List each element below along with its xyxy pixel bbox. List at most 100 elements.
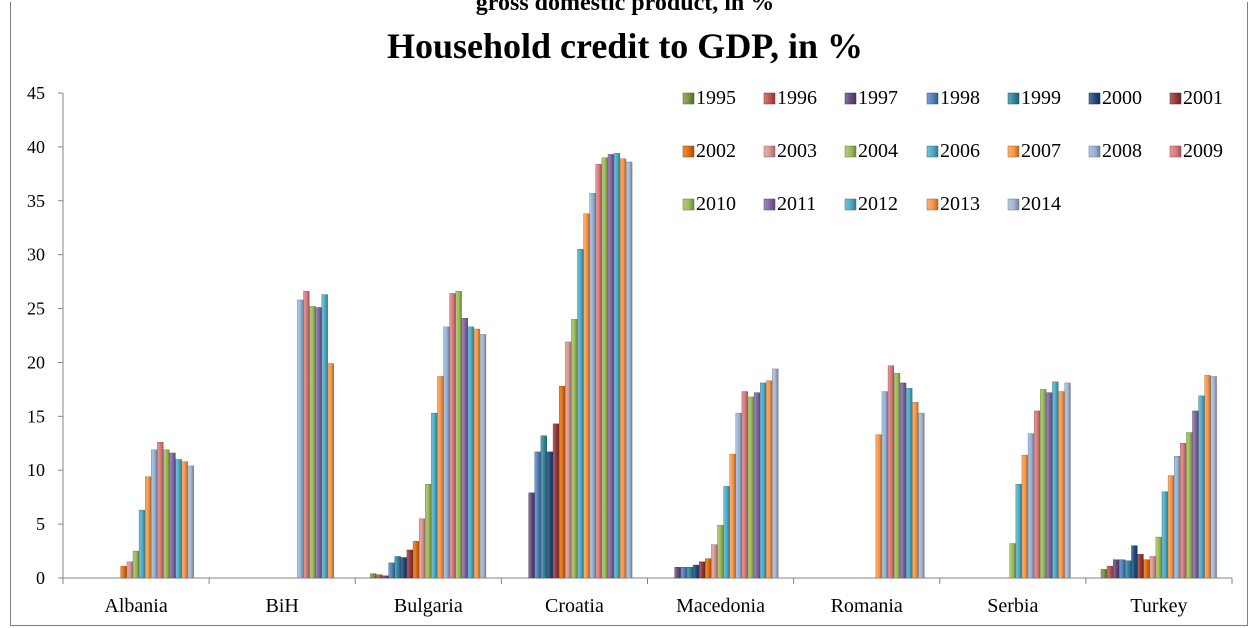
legend-item-2014: 2014 <box>1007 193 1061 215</box>
bar-2002-macedonia <box>705 558 712 579</box>
legend-label: 1995 <box>696 87 736 109</box>
legend-item-2009: 2009 <box>1169 140 1223 162</box>
legend-swatch <box>926 145 939 158</box>
legend-label: 2002 <box>696 140 736 162</box>
bar-2012-bulgaria <box>467 326 474 579</box>
bar-2008-turkey <box>1173 456 1181 579</box>
legend-swatch <box>844 198 857 211</box>
bar-2008-croatia <box>589 193 596 579</box>
legend-label: 2000 <box>1102 87 1142 109</box>
bar-2014-macedonia <box>772 368 779 579</box>
legend-item-2003: 2003 <box>763 140 817 162</box>
bar-2012-albania <box>175 459 182 579</box>
legend-label: 2011 <box>777 193 816 215</box>
chart-title: Household credit to GDP, in % <box>387 26 863 66</box>
bar-group-croatia <box>528 153 633 579</box>
bar-2014-serbia <box>1064 382 1071 579</box>
legend-label: 1996 <box>777 87 817 109</box>
legend-item-1998: 1998 <box>926 87 980 109</box>
legend-swatch <box>926 92 939 105</box>
bar-2013-turkey <box>1204 375 1211 579</box>
bar-2004-serbia <box>1009 543 1016 579</box>
x-category-label: BiH <box>266 595 299 617</box>
bar-1999-croatia <box>540 435 547 579</box>
bar-2011-croatia <box>607 154 614 579</box>
bar-group-bih <box>297 291 334 579</box>
legend-item-2004: 2004 <box>844 140 898 162</box>
bar-2013-romania <box>912 402 919 579</box>
bar-2002-turkey <box>1143 559 1150 579</box>
x-category-label: Turkey <box>1130 595 1187 617</box>
bar-2014-albania <box>187 465 194 579</box>
bar-1998-macedonia <box>680 567 687 579</box>
bar-2010-bih <box>309 306 316 579</box>
bar-1999-bulgaria <box>394 556 401 579</box>
bar-2011-serbia <box>1046 392 1053 579</box>
bar-1997-macedonia <box>674 567 681 579</box>
bar-2006-macedonia <box>723 486 730 579</box>
legend-swatch <box>682 198 695 211</box>
legend-item-2013: 2013 <box>926 193 980 215</box>
bar-2010-macedonia <box>747 396 755 579</box>
bar-group-albania <box>120 442 194 579</box>
bar-1997-croatia <box>528 492 535 579</box>
bar-2003-albania <box>126 561 133 579</box>
bar-2007-serbia <box>1021 454 1028 579</box>
bar-2009-serbia <box>1033 410 1041 579</box>
bar-2014-bulgaria <box>479 334 487 579</box>
legend-item-2006: 2006 <box>926 140 980 162</box>
bar-group-serbia <box>1009 381 1071 579</box>
bar-2004-macedonia <box>717 524 724 579</box>
partial-header-text: gross domestic product, in % <box>475 0 775 16</box>
bar-1997-turkey <box>1112 559 1120 579</box>
bar-1997-bulgaria <box>382 575 389 579</box>
legend-swatch <box>1088 92 1101 105</box>
bar-2011-turkey <box>1192 410 1199 579</box>
bar-1999-macedonia <box>686 567 694 579</box>
bar-2009-macedonia <box>741 391 748 579</box>
legend-label: 2001 <box>1183 87 1223 109</box>
bar-2008-bih <box>297 299 304 579</box>
legend-swatch <box>1007 92 1020 105</box>
bar-2009-turkey <box>1180 443 1187 579</box>
legend-item-2007: 2007 <box>1007 140 1061 162</box>
bar-2010-croatia <box>601 157 608 579</box>
legend-swatch <box>1007 145 1020 158</box>
bar-2009-bulgaria <box>449 293 456 579</box>
chart-frame <box>10 2 1248 626</box>
legend-item-2000: 2000 <box>1088 87 1142 109</box>
bar-2002-bulgaria <box>412 541 420 579</box>
y-tick-label: 15 <box>27 406 45 426</box>
bar-1996-turkey <box>1106 565 1114 579</box>
bar-1998-bulgaria <box>388 562 395 579</box>
x-category-label: Albania <box>104 595 167 617</box>
bar-2011-bulgaria <box>461 318 468 579</box>
bar-2000-bulgaria <box>400 557 407 579</box>
bar-2006-albania <box>138 509 146 579</box>
legend-swatch <box>682 145 695 158</box>
bar-2008-romania <box>881 391 888 579</box>
bar-2002-albania <box>120 565 127 579</box>
legend-label: 2010 <box>696 193 736 215</box>
legend-swatch <box>844 92 857 105</box>
legend-swatch <box>682 92 695 105</box>
legend-swatch <box>1088 145 1101 158</box>
y-tick-label: 40 <box>27 137 45 157</box>
legend-swatch <box>1169 92 1182 105</box>
bar-2001-macedonia <box>699 561 706 579</box>
bar-2014-turkey <box>1210 376 1217 579</box>
legend-swatch <box>1007 198 1020 211</box>
bar-2001-croatia <box>552 423 560 579</box>
x-category-label: Bulgaria <box>394 595 463 617</box>
bar-2004-bulgaria <box>425 484 432 579</box>
bar-2006-serbia <box>1015 484 1022 579</box>
legend-item-2008: 2008 <box>1088 140 1142 162</box>
bar-1998-turkey <box>1119 559 1126 579</box>
bars <box>120 153 1217 579</box>
bar-2009-albania <box>157 442 164 579</box>
bar-2013-albania <box>181 461 188 579</box>
y-tick-label: 45 <box>27 83 45 103</box>
bar-2002-croatia <box>558 385 566 579</box>
bar-2011-romania <box>900 382 907 579</box>
bar-2006-turkey <box>1161 491 1168 579</box>
